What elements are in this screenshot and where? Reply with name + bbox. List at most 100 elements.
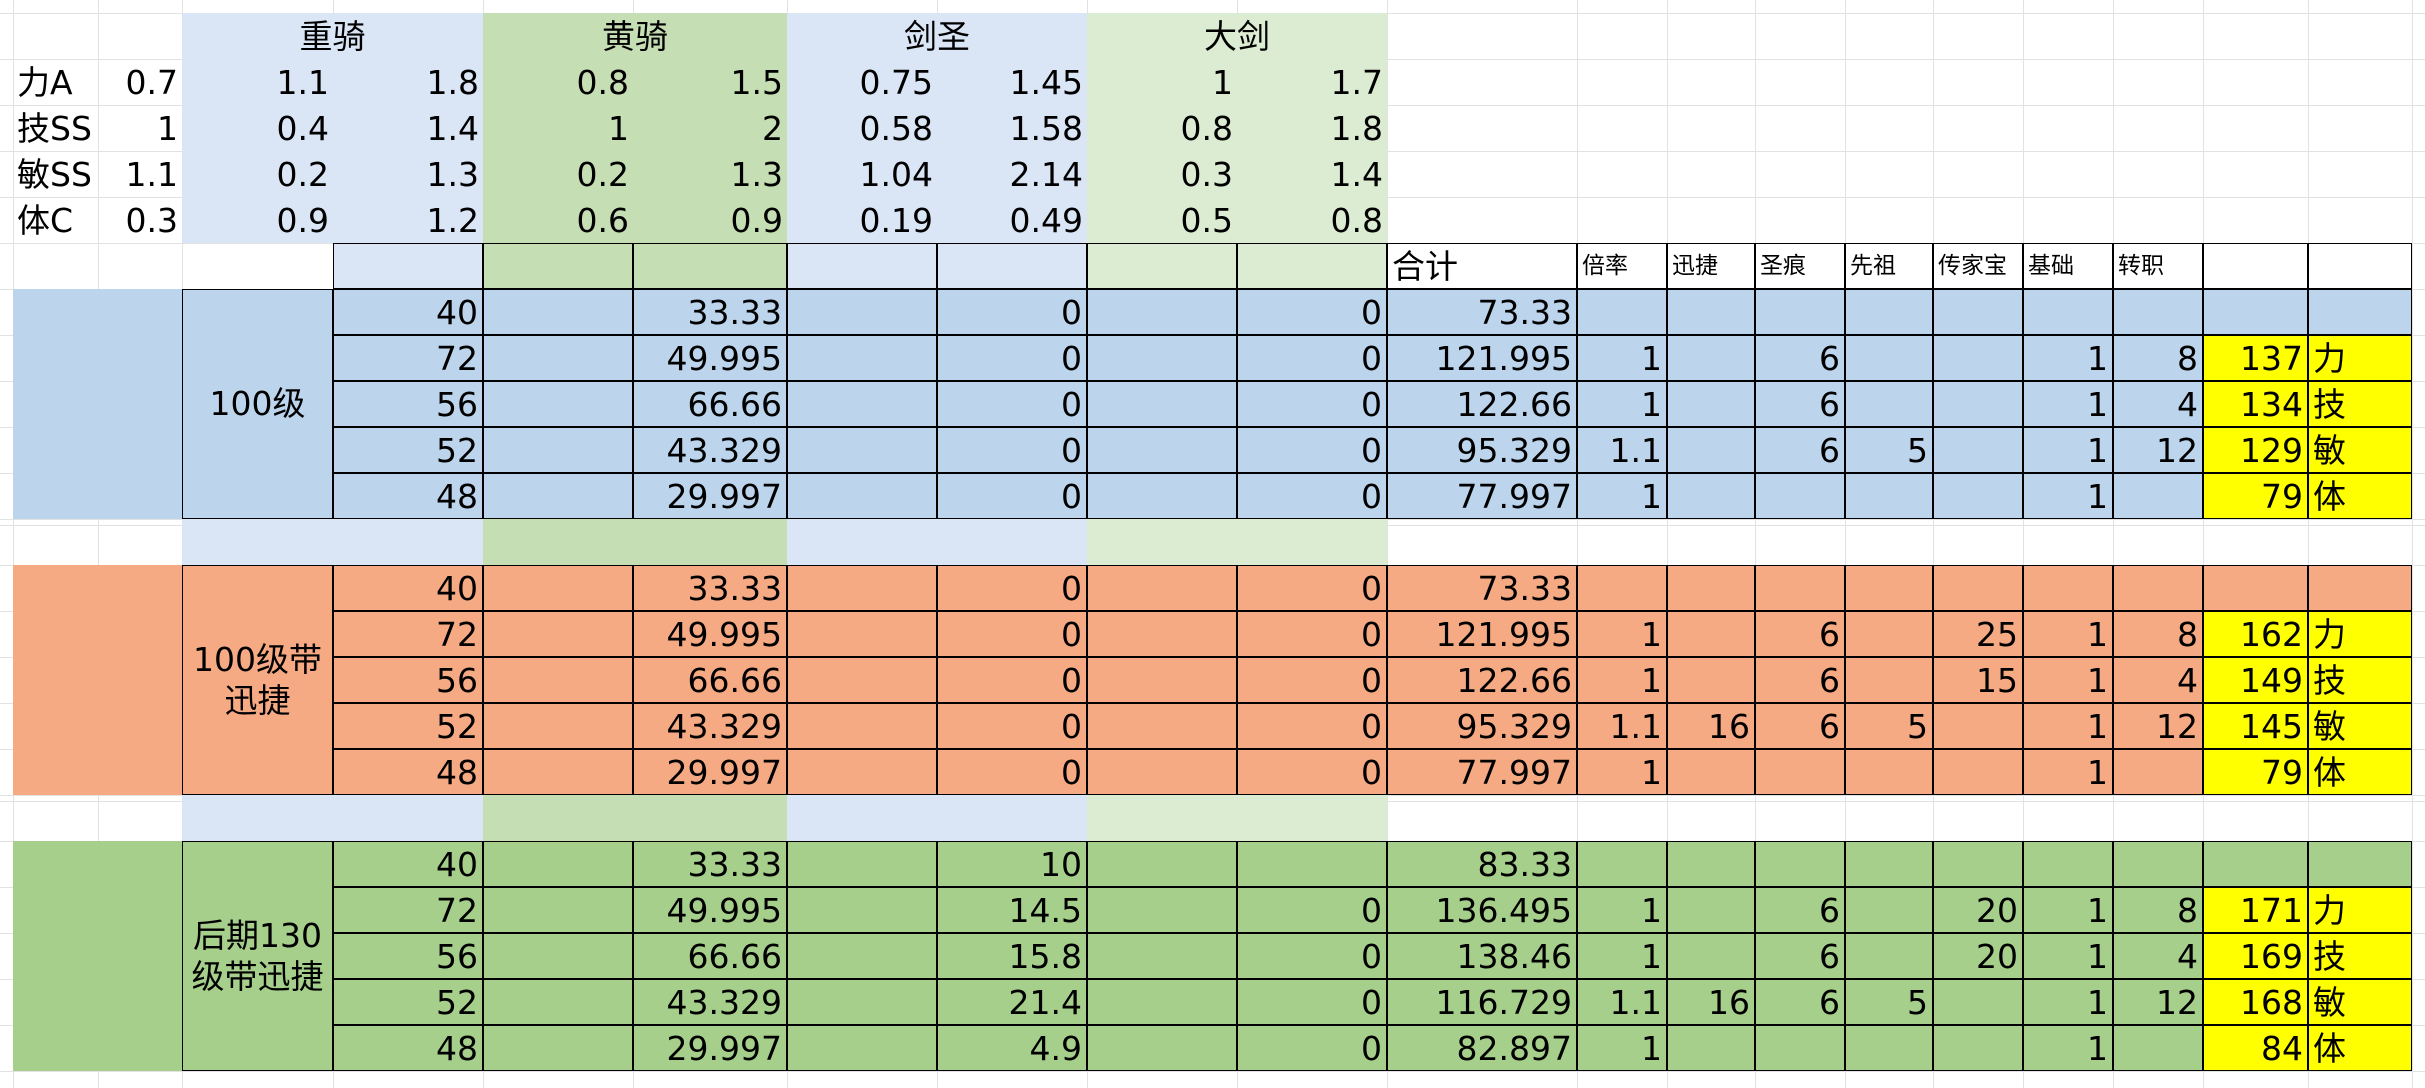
value-base[interactable]: 1 [2023, 611, 2113, 657]
value-c[interactable]: 0 [937, 749, 1087, 795]
block-side-strip[interactable] [13, 289, 182, 519]
attr-coef[interactable]: 1 [157, 108, 178, 148]
value-mark[interactable]: 6 [1755, 887, 1845, 933]
value-heir[interactable] [1933, 703, 2023, 749]
value-job[interactable] [2113, 749, 2203, 795]
value-c[interactable]: 0 [937, 657, 1087, 703]
value-anc[interactable] [1845, 749, 1933, 795]
value-anc[interactable] [1845, 657, 1933, 703]
value-base[interactable]: 1 [2023, 427, 2113, 473]
value-job[interactable] [2113, 565, 2203, 611]
attr-value[interactable]: 0.19 [859, 200, 933, 240]
spacer-cell[interactable] [1087, 657, 1237, 703]
value-c[interactable]: 14.5 [937, 887, 1087, 933]
value-a[interactable]: 52 [333, 703, 483, 749]
value-heir[interactable]: 15 [1933, 657, 2023, 703]
value-attr[interactable]: 力 [2308, 887, 2412, 933]
value-base[interactable]: 1 [2023, 703, 2113, 749]
value-heir[interactable]: 20 [1933, 933, 2023, 979]
value-job[interactable]: 4 [2113, 657, 2203, 703]
attr-value[interactable]: 0.4 [276, 108, 329, 148]
spacer-cell[interactable] [1087, 381, 1237, 427]
value-b[interactable]: 49.995 [633, 887, 787, 933]
value-d[interactable]: 0 [1237, 335, 1387, 381]
separator-band[interactable] [787, 795, 1087, 841]
value-c[interactable]: 0 [937, 473, 1087, 519]
value-job[interactable] [2113, 473, 2203, 519]
attr-label[interactable]: 敏SS [17, 154, 92, 194]
value-mark[interactable]: 6 [1755, 933, 1845, 979]
attr-value[interactable]: 0.49 [1009, 200, 1083, 240]
separator-band[interactable] [182, 795, 483, 841]
value-swift[interactable] [1667, 841, 1755, 887]
value-a[interactable]: 48 [333, 749, 483, 795]
value-total[interactable]: 121.995 [1387, 611, 1577, 657]
spacer-cell[interactable] [787, 657, 937, 703]
value-heir[interactable] [1933, 749, 2023, 795]
attr-value[interactable]: 1.1 [276, 62, 329, 102]
spacer-cell[interactable] [483, 887, 633, 933]
value-a[interactable]: 40 [333, 289, 483, 335]
value-mark[interactable] [1755, 841, 1845, 887]
spacer-cell[interactable] [483, 289, 633, 335]
value-mult[interactable]: 1 [1577, 657, 1667, 703]
attr-value[interactable]: 0.5 [1180, 200, 1233, 240]
attr-value[interactable]: 1.3 [730, 154, 783, 194]
value-result[interactable]: 171 [2203, 887, 2308, 933]
value-mark[interactable]: 6 [1755, 703, 1845, 749]
attr-value[interactable]: 2.14 [1009, 154, 1083, 194]
col-header-ancestor[interactable]: 先祖 [1845, 243, 1933, 289]
value-result[interactable]: 79 [2203, 473, 2308, 519]
value-base[interactable]: 1 [2023, 657, 2113, 703]
value-heir[interactable] [1933, 841, 2023, 887]
value-total[interactable]: 95.329 [1387, 427, 1577, 473]
value-d[interactable]: 0 [1237, 933, 1387, 979]
value-mark[interactable]: 6 [1755, 427, 1845, 473]
col-header-result[interactable] [2203, 243, 2308, 289]
value-total[interactable]: 136.495 [1387, 887, 1577, 933]
value-d[interactable]: 0 [1237, 611, 1387, 657]
value-mult[interactable]: 1 [1577, 887, 1667, 933]
value-a[interactable]: 56 [333, 381, 483, 427]
value-heir[interactable]: 25 [1933, 611, 2023, 657]
spacer-cell[interactable] [1087, 611, 1237, 657]
value-swift[interactable] [1667, 473, 1755, 519]
value-d[interactable] [1237, 841, 1387, 887]
value-base[interactable]: 1 [2023, 473, 2113, 519]
value-total[interactable]: 116.729 [1387, 979, 1577, 1025]
spacer-cell[interactable] [483, 933, 633, 979]
block-side-strip[interactable] [13, 841, 182, 1071]
value-job[interactable]: 8 [2113, 887, 2203, 933]
value-attr[interactable]: 力 [2308, 335, 2412, 381]
attr-value[interactable]: 1 [1212, 62, 1233, 102]
value-total[interactable]: 73.33 [1387, 289, 1577, 335]
class-header-0[interactable]: 重骑 [299, 16, 366, 56]
value-heir[interactable] [1933, 289, 2023, 335]
value-c[interactable]: 0 [937, 335, 1087, 381]
spacer-cell[interactable] [1087, 289, 1237, 335]
value-b[interactable]: 49.995 [633, 335, 787, 381]
value-heir[interactable] [1933, 565, 2023, 611]
spacer-cell[interactable] [787, 381, 937, 427]
value-anc[interactable] [1845, 841, 1933, 887]
class-header-2[interactable]: 剑圣 [904, 16, 970, 56]
attr-value[interactable]: 1.8 [1330, 108, 1383, 148]
value-job[interactable]: 4 [2113, 933, 2203, 979]
attr-value[interactable]: 0.2 [276, 154, 329, 194]
value-b[interactable]: 33.33 [633, 289, 787, 335]
col-header-mult[interactable]: 倍率 [1577, 243, 1667, 289]
value-attr[interactable]: 敏 [2308, 979, 2412, 1025]
value-mark[interactable]: 6 [1755, 335, 1845, 381]
value-swift[interactable] [1667, 427, 1755, 473]
spacer-cell[interactable] [787, 335, 937, 381]
value-d[interactable]: 0 [1237, 703, 1387, 749]
value-mark[interactable] [1755, 565, 1845, 611]
value-base[interactable]: 1 [2023, 381, 2113, 427]
attr-value[interactable]: 0.75 [859, 62, 933, 102]
value-heir[interactable] [1933, 979, 2023, 1025]
spacer-cell[interactable] [787, 611, 937, 657]
col-header-attr[interactable] [2308, 243, 2412, 289]
value-mult[interactable]: 1 [1577, 473, 1667, 519]
value-result[interactable] [2203, 565, 2308, 611]
spacer-cell[interactable] [1087, 427, 1237, 473]
